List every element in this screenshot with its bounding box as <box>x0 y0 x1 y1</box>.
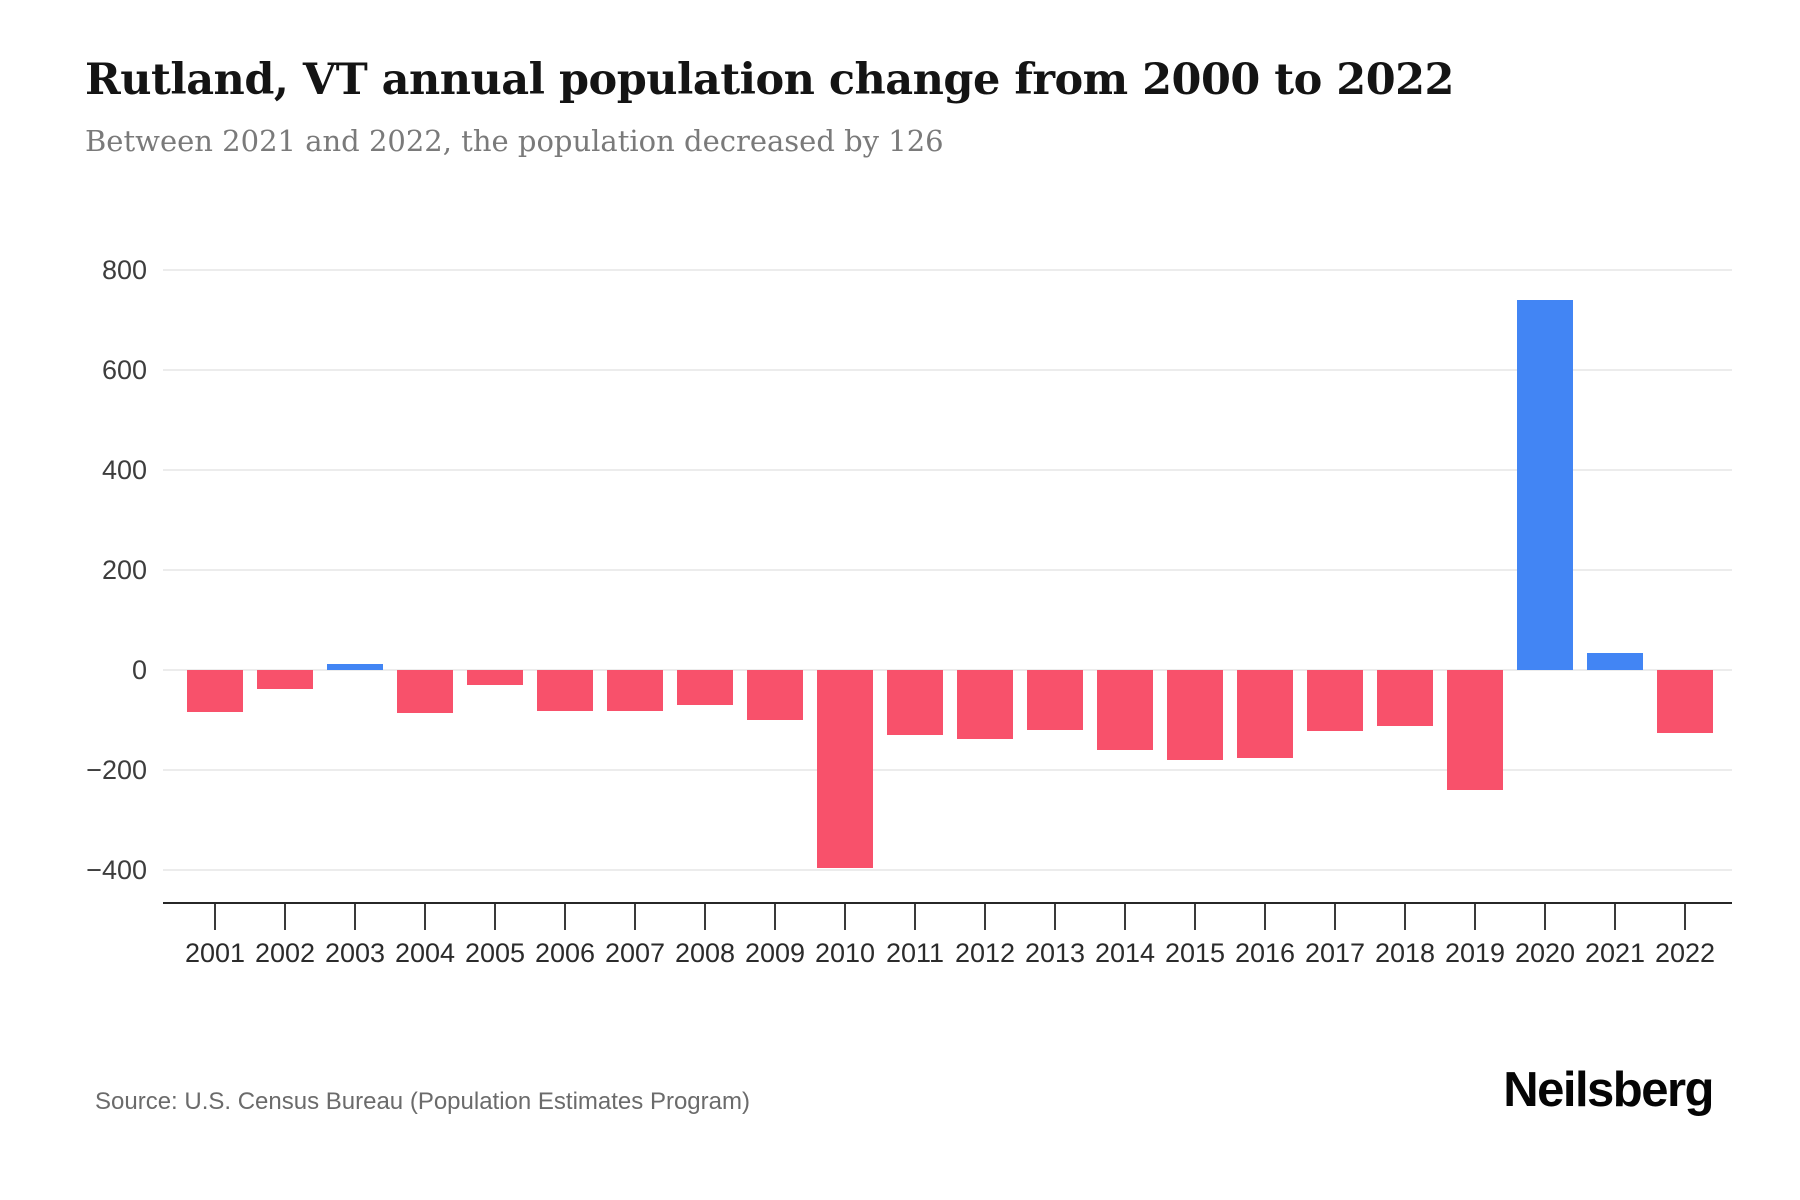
x-axis-tick <box>1334 904 1336 930</box>
gridline <box>163 269 1732 271</box>
bar-2017 <box>1307 670 1363 731</box>
y-axis-tick-label: 400 <box>101 455 147 485</box>
x-axis-line <box>163 902 1732 904</box>
bar-chart-plot-area: 800 600 400 200 0 −200 −400 2001 2002 2003 2004 200… <box>86 230 1732 975</box>
x-axis-tick-label: 2021 <box>1584 938 1646 968</box>
bar-2022 <box>1657 670 1713 733</box>
x-axis-tick-label: 2014 <box>1094 938 1156 968</box>
x-axis-tick <box>1054 904 1056 930</box>
x-axis-tick-label: 2001 <box>184 938 246 968</box>
x-axis-tick-label: 2012 <box>954 938 1016 968</box>
bar-2021 <box>1587 652 1643 670</box>
x-axis-tick-label: 2018 <box>1374 938 1436 968</box>
bar-2015 <box>1167 670 1223 760</box>
bar-2006 <box>537 670 593 711</box>
bar-2001 <box>187 670 243 712</box>
y-axis-tick-label: 0 <box>131 655 147 685</box>
x-axis-tick <box>634 904 636 930</box>
bar-2011 <box>887 670 943 735</box>
page-subtitle: Between 2021 and 2022, the population de… <box>85 124 944 158</box>
gridline <box>163 669 1732 671</box>
x-axis-tick-label: 2004 <box>394 938 456 968</box>
bar-2003 <box>327 664 383 670</box>
x-axis-tick <box>774 904 776 930</box>
x-axis-tick-label: 2017 <box>1304 938 1366 968</box>
gridline <box>163 369 1732 371</box>
gridline <box>163 469 1732 471</box>
bar-2009 <box>747 670 803 720</box>
bar-2008 <box>677 670 733 705</box>
y-axis-tick-label: 600 <box>101 355 147 385</box>
x-axis-tick <box>284 904 286 930</box>
x-axis-tick-label: 2015 <box>1164 938 1226 968</box>
bar-2005 <box>467 670 523 685</box>
x-axis-tick-label: 2011 <box>885 938 945 968</box>
x-axis-tick <box>1264 904 1266 930</box>
x-axis-tick <box>704 904 706 930</box>
x-axis-tick-label: 2019 <box>1444 938 1506 968</box>
y-axis-tick-label: −400 <box>86 855 147 885</box>
x-axis-tick <box>1474 904 1476 930</box>
x-axis-tick <box>844 904 846 930</box>
x-axis-tick <box>564 904 566 930</box>
x-axis-tick-label: 2008 <box>674 938 736 968</box>
x-axis-tick <box>1194 904 1196 930</box>
source-note: Source: U.S. Census Bureau (Population E… <box>95 1088 750 1115</box>
x-axis-tick <box>984 904 986 930</box>
page-title: Rutland, VT annual population change fro… <box>85 55 1454 105</box>
neilsberg-brand-logo: Neilsberg <box>1503 1063 1714 1117</box>
x-axis-tick-label: 2003 <box>324 938 386 968</box>
x-axis-tick-label: 2006 <box>534 938 596 968</box>
x-axis-tick <box>1404 904 1406 930</box>
x-axis-tick <box>354 904 356 930</box>
bar-2007 <box>607 670 663 711</box>
gridline <box>163 869 1732 871</box>
x-axis-tick-label: 2010 <box>814 938 876 968</box>
x-axis-tick-label: 2005 <box>464 938 526 968</box>
x-axis-tick <box>1684 904 1686 930</box>
x-axis-tick-label: 2009 <box>744 938 806 968</box>
gridline <box>163 769 1732 771</box>
x-axis-tick-label: 2022 <box>1654 938 1716 968</box>
y-axis-tick-label: 800 <box>101 255 147 285</box>
bar-2004 <box>397 670 453 713</box>
bar-2019 <box>1447 670 1503 790</box>
y-axis-tick-label: 200 <box>101 555 147 585</box>
x-axis-tick <box>424 904 426 930</box>
bar-2020 <box>1517 300 1573 670</box>
x-axis-tick-label: 2020 <box>1514 938 1576 968</box>
x-axis-tick <box>1124 904 1126 930</box>
x-axis-tick <box>214 904 216 930</box>
x-axis-tick-label: 2002 <box>254 938 316 968</box>
x-axis-tick-label: 2016 <box>1234 938 1296 968</box>
bar-2013 <box>1027 670 1083 730</box>
bar-2002 <box>257 670 313 689</box>
x-axis-tick-label: 2013 <box>1024 938 1086 968</box>
bar-2014 <box>1097 670 1153 750</box>
gridline <box>163 569 1732 571</box>
y-axis-tick-label: −200 <box>86 755 147 785</box>
bar-2010 <box>817 670 873 868</box>
x-axis-tick <box>1614 904 1616 930</box>
bar-2016 <box>1237 670 1293 758</box>
x-axis-tick-label: 2007 <box>604 938 666 968</box>
bar-2018 <box>1377 670 1433 726</box>
x-axis-tick <box>494 904 496 930</box>
x-axis-tick <box>914 904 916 930</box>
x-axis-tick <box>1544 904 1546 930</box>
bar-2012 <box>957 670 1013 739</box>
